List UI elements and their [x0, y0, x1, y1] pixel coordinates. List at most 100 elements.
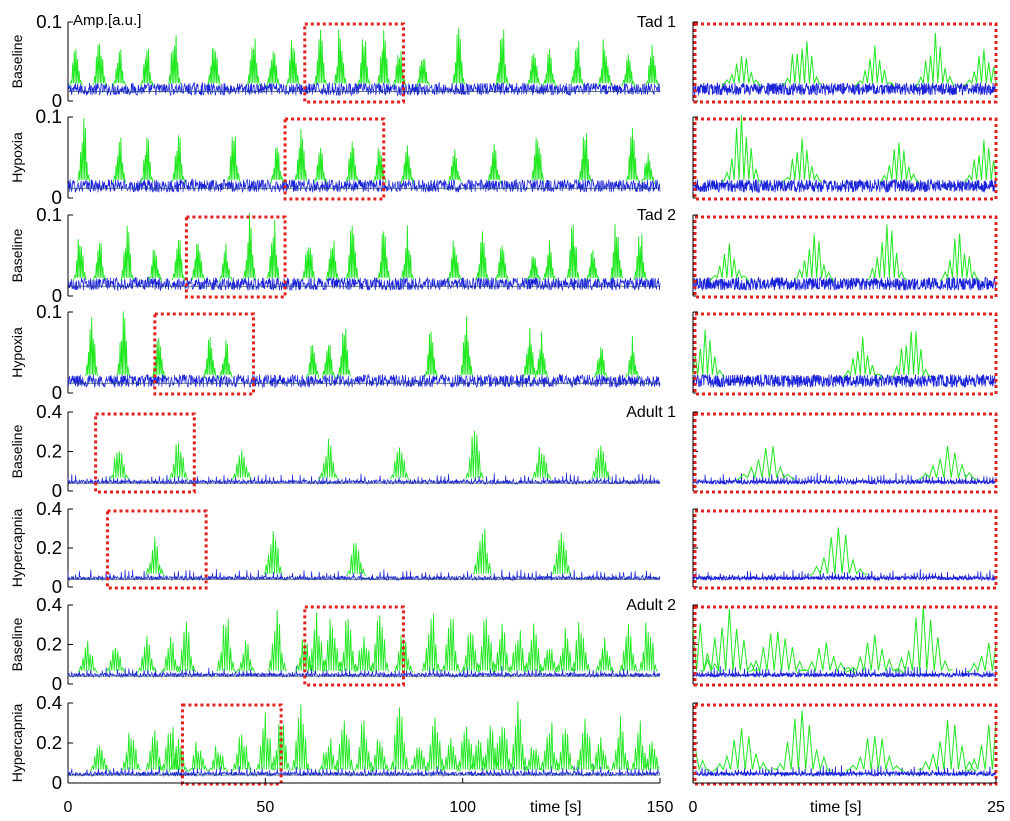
burst-trace [171, 239, 186, 282]
burst-trace [376, 231, 391, 281]
burst-trace [322, 618, 343, 672]
burst-trace [318, 738, 339, 773]
burst-trace [638, 622, 658, 672]
burst-trace [176, 621, 197, 673]
zoom-burst-trace [748, 631, 808, 673]
burst-trace [472, 528, 493, 576]
burst-trace [475, 231, 490, 281]
zoom-burst-trace [694, 748, 711, 772]
burst-trace [555, 628, 576, 673]
zoom-burst-trace [966, 721, 997, 772]
zoom-window-box [105, 509, 208, 590]
y-tick-label: 0 [52, 673, 62, 694]
burst-trace [441, 618, 461, 672]
burst-trace [523, 747, 544, 773]
zoom-blue-trace [692, 178, 997, 194]
burst-trace [321, 344, 336, 379]
zoom-burst-trace [845, 634, 905, 674]
burst-trace [305, 344, 320, 379]
burst-trace [231, 450, 252, 480]
zoom-burst-trace [700, 608, 759, 673]
y-tick-label: 0.4 [36, 498, 62, 519]
burst-trace [168, 738, 189, 773]
y-tick-label: 0 [52, 90, 62, 111]
zoom-panel-frame [693, 22, 998, 104]
labels-layer: Amp.[a.u.] time [s] time [s] [73, 12, 862, 816]
burst-trace [216, 618, 236, 672]
burst-trace [590, 737, 611, 772]
y-tick-label: 0.1 [36, 204, 62, 225]
burst-trace [337, 328, 352, 378]
zoom-burst-trace [879, 142, 919, 184]
burst-trace [333, 29, 347, 86]
burst-trace [522, 327, 537, 378]
burst-trace [92, 43, 107, 86]
burst-trace [145, 730, 165, 772]
zoom-panel-frame [693, 509, 998, 590]
burst-trace [421, 613, 441, 672]
zoom-blue-trace [692, 373, 997, 388]
zoom-burst-trace [721, 114, 762, 183]
zoom-burst-trace [918, 445, 977, 481]
burst-trace [286, 40, 300, 87]
burst-trace [400, 225, 415, 281]
y-tick-label: 0 [51, 188, 62, 209]
burst-trace [148, 249, 162, 282]
burst-trace [313, 147, 328, 184]
burst-trace [508, 630, 528, 673]
condition-label: Baseline [9, 228, 25, 282]
burst-trace [313, 29, 328, 85]
burst-trace [539, 648, 560, 674]
burst-trace [625, 128, 640, 183]
burst-trace [207, 48, 221, 87]
zoom-burst-trace [918, 719, 977, 772]
x-tick-label: 100 [449, 799, 476, 816]
burst-trace [318, 438, 339, 481]
zoom-blue-trace [692, 765, 997, 778]
burst-trace [69, 48, 83, 87]
burst-trace [291, 704, 311, 771]
y-tick-label: 0.2 [36, 634, 62, 655]
burst-trace [571, 622, 591, 672]
animal-label: Adult 2 [626, 597, 676, 614]
burst-trace [242, 212, 257, 281]
burst-trace [578, 133, 592, 183]
burst-trace [389, 447, 410, 481]
burst-trace [306, 612, 327, 672]
burst-trace [109, 451, 130, 480]
burst-trace [625, 336, 640, 379]
panel-7: 0.4 0.2 0 Baseline Adult 2 [9, 594, 998, 694]
y-tick-label: 0 [52, 382, 62, 403]
burst-trace [492, 726, 512, 771]
burst-trace [208, 745, 228, 772]
blue-trace [67, 373, 661, 389]
zoom-burst-trace [939, 233, 980, 282]
condition-label: Baseline [9, 424, 25, 478]
burst-trace [508, 700, 528, 771]
blue-trace [67, 178, 661, 194]
y-tick-label: 0.4 [36, 692, 62, 713]
burst-trace [263, 531, 283, 575]
zoom-burst-trace [867, 224, 907, 281]
zoom-window-box [303, 22, 405, 104]
panel-4: 0.1 0 Hypoxia [9, 301, 998, 403]
zoom-blue-trace [692, 81, 997, 97]
burst-trace [594, 347, 608, 379]
y-tick-label: 0.1 [35, 107, 62, 128]
burst-trace [460, 632, 481, 673]
animal-label: Adult 1 [626, 404, 676, 421]
zoom-window-box [303, 605, 405, 687]
panel-2: 0.1 0 Hypoxia [9, 107, 998, 209]
zoom-window-box [184, 215, 287, 299]
burst-trace [73, 239, 87, 281]
zoom-burst-trace [772, 710, 832, 772]
burst-trace [464, 430, 485, 479]
zoom-blue-trace [692, 666, 997, 679]
burst-trace [440, 738, 461, 773]
burst-trace [495, 245, 509, 282]
burst-trace [226, 136, 241, 183]
condition-label: Hypoxia [9, 132, 25, 183]
burst-trace [267, 609, 287, 672]
blue-trace [67, 276, 661, 292]
zoom-burst-trace [796, 642, 856, 674]
